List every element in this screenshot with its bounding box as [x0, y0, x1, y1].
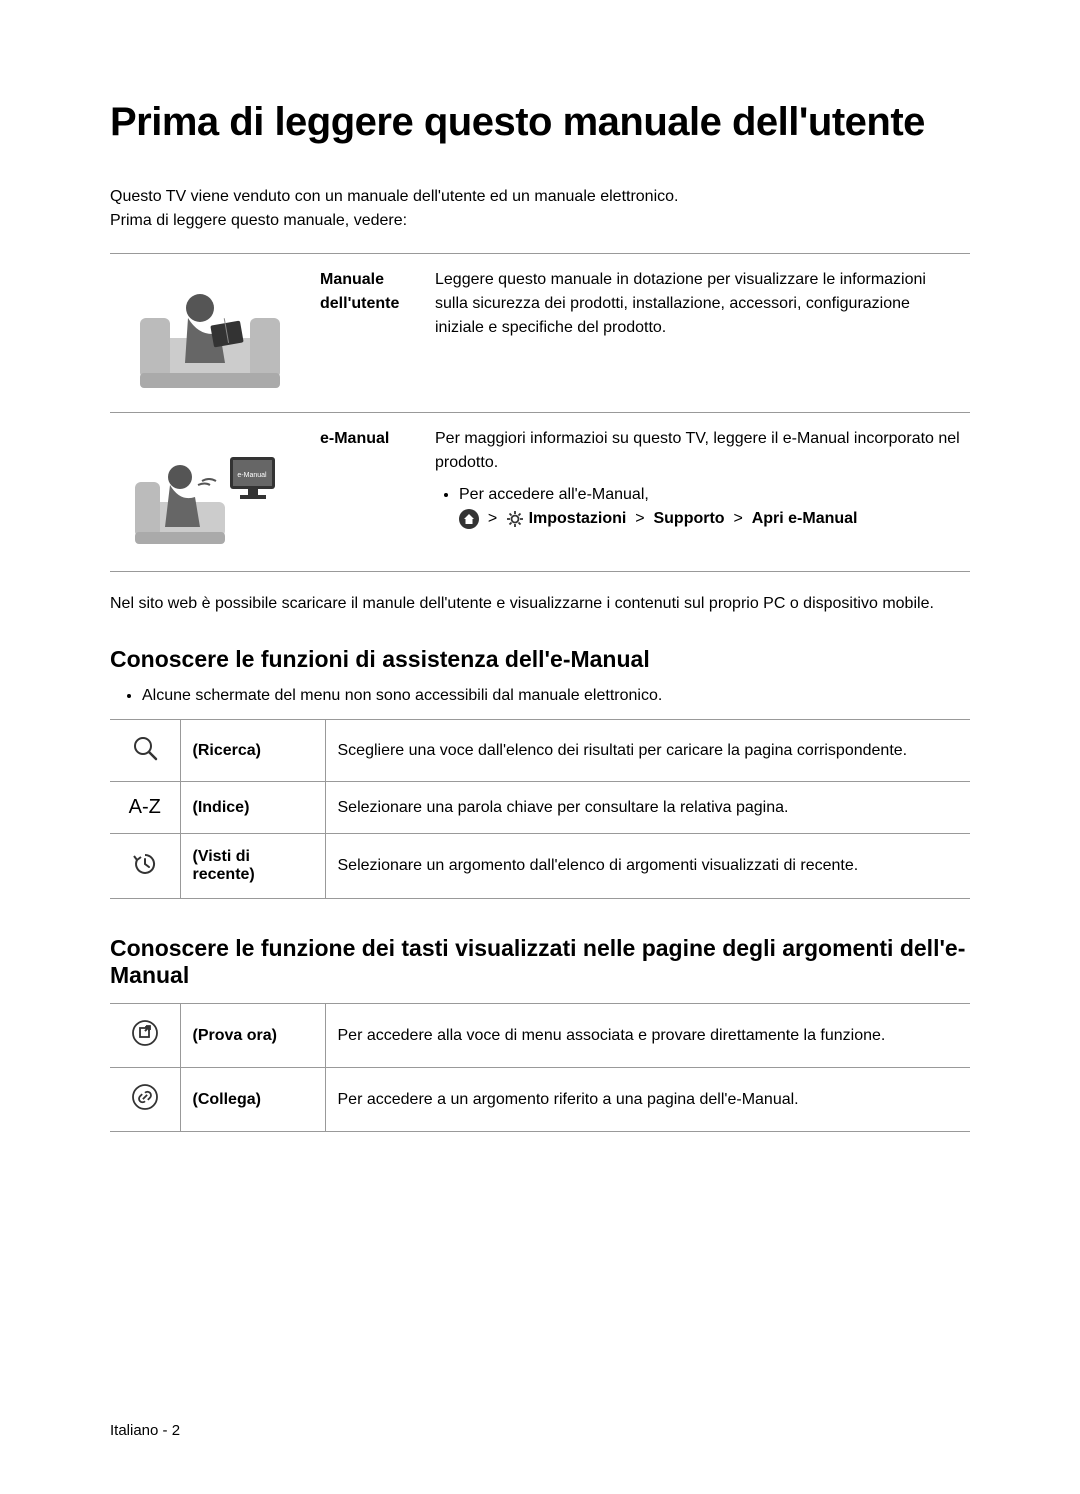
function-name: (Collega)	[180, 1068, 325, 1132]
table-row: A-Z (Indice) Selezionare una parola chia…	[110, 782, 970, 834]
manual-description: Leggere questo manuale in dotazione per …	[425, 254, 970, 413]
settings-icon	[506, 510, 524, 528]
icon-cell	[110, 834, 180, 899]
function-name: (Ricerca)	[180, 720, 325, 782]
table-row: (Visti di recente) Selezionare un argome…	[110, 834, 970, 899]
icon-cell	[110, 1004, 180, 1068]
function-desc: Scegliere una voce dall'elenco dei risul…	[325, 720, 970, 782]
topic-buttons-table: (Prova ora) Per accedere alla voce di me…	[110, 1003, 970, 1132]
search-icon	[131, 734, 159, 762]
table-row: (Ricerca) Scegliere una voce dall'elenco…	[110, 720, 970, 782]
emanual-desc-text: Per maggiori informazioi su questo TV, l…	[435, 430, 960, 471]
svg-text:e-Manual: e-Manual	[237, 472, 267, 479]
recent-icon	[131, 850, 159, 878]
function-desc: Per accedere a un argomento riferito a u…	[325, 1068, 970, 1132]
function-name: (Visti di recente)	[180, 834, 325, 899]
function-desc: Selezionare un argomento dall'elenco di …	[325, 834, 970, 899]
table-row: (Collega) Per accedere a un argomento ri…	[110, 1068, 970, 1132]
section1-heading: Conoscere le funzioni di assistenza dell…	[110, 646, 970, 673]
index-icon: A-Z	[129, 796, 161, 818]
emanual-access-bullet: Per accedere all'e-Manual, > Impostazion…	[459, 483, 960, 531]
emanual-label: e-Manual	[310, 413, 425, 572]
function-name: (Prova ora)	[180, 1004, 325, 1068]
bullet-prefix: Per accedere all'e-Manual,	[459, 486, 649, 503]
function-desc: Per accedere alla voce di menu associata…	[325, 1004, 970, 1068]
icon-cell: A-Z	[110, 782, 180, 834]
page-title: Prima di leggere questo manuale dell'ute…	[110, 100, 970, 145]
function-desc: Selezionare una parola chiave per consul…	[325, 782, 970, 834]
manual-label: Manuale dell'utente	[310, 254, 425, 413]
emanual-tv-illustration: e-Manual	[130, 427, 290, 557]
icon-cell	[110, 720, 180, 782]
page-footer: Italiano - 2	[110, 1422, 180, 1439]
home-icon	[459, 509, 479, 529]
download-note: Nel sito web è possibile scaricare il ma…	[110, 592, 970, 616]
section2-heading: Conoscere le funzione dei tasti visualiz…	[110, 935, 970, 989]
nav-open: Apri e-Manual	[752, 510, 858, 527]
table-row: (Prova ora) Per accedere alla voce di me…	[110, 1004, 970, 1068]
emanual-description: Per maggiori informazioi su questo TV, l…	[425, 413, 970, 572]
reading-manual-illustration	[130, 268, 290, 398]
table-row: Manuale dell'utente Leggere questo manua…	[110, 254, 970, 413]
manuals-table: Manuale dell'utente Leggere questo manua…	[110, 253, 970, 572]
intro-line-2: Prima di leggere questo manuale, vedere:	[110, 212, 407, 229]
try-now-icon	[130, 1018, 160, 1048]
assistance-functions-table: (Ricerca) Scegliere una voce dall'elenco…	[110, 719, 970, 899]
function-name: (Indice)	[180, 782, 325, 834]
intro-text: Questo TV viene venduto con un manuale d…	[110, 185, 970, 233]
section1-note: Alcune schermate del menu non sono acces…	[142, 687, 970, 705]
nav-settings: Impostazioni	[529, 510, 627, 527]
navigation-path: > Impostazioni > Supporto > Apri e-Manua…	[459, 510, 858, 527]
link-icon	[130, 1082, 160, 1112]
illustration-cell: e-Manual	[110, 413, 310, 572]
table-row: e-Manual e-Manual Per maggiori informazi…	[110, 413, 970, 572]
icon-cell	[110, 1068, 180, 1132]
intro-line-1: Questo TV viene venduto con un manuale d…	[110, 188, 678, 205]
nav-support: Supporto	[653, 510, 724, 527]
illustration-cell	[110, 254, 310, 413]
